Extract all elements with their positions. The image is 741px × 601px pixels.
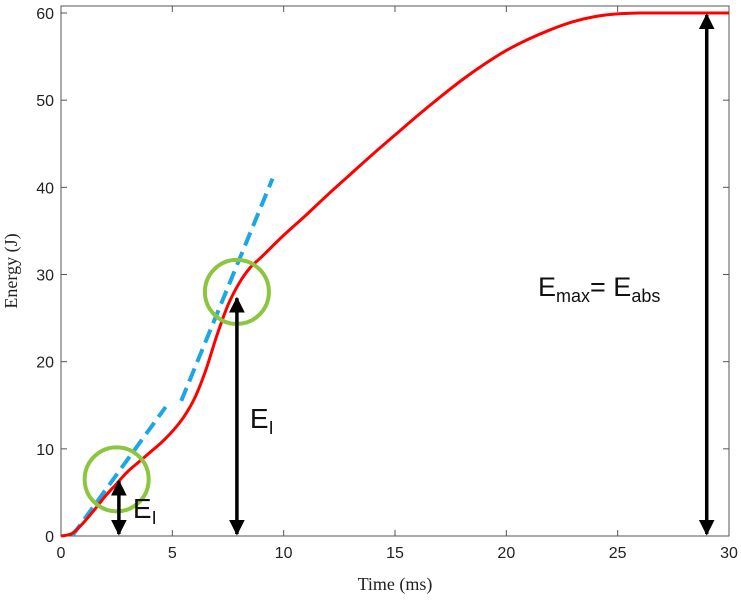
x-axis-label: Time (ms) xyxy=(358,574,433,595)
x-tick-label: 5 xyxy=(168,545,177,562)
x-tick-label: 10 xyxy=(275,545,293,562)
tangent-line xyxy=(70,405,168,538)
tangent-line xyxy=(179,177,275,402)
plot-frame xyxy=(60,5,730,537)
x-tick-label: 0 xyxy=(57,545,66,562)
y-tick-label: 40 xyxy=(36,180,54,197)
arrow-label: EI xyxy=(250,403,274,438)
y-tick-label: 0 xyxy=(45,529,54,546)
y-tick-label: 10 xyxy=(36,442,54,459)
y-tick-label: 30 xyxy=(36,268,54,285)
y-tick-label: 20 xyxy=(36,355,54,372)
axis-ticks xyxy=(60,6,730,537)
x-tick-label: 30 xyxy=(720,545,738,562)
circle-markers xyxy=(82,257,271,514)
arrow-label: EI xyxy=(133,493,157,528)
y-axis-label: Energy (J) xyxy=(1,233,22,308)
x-tick-label: 20 xyxy=(497,545,515,562)
series-lines xyxy=(60,11,729,538)
arrow-label: Emax= Eabs xyxy=(538,272,660,306)
x-tick-label: 15 xyxy=(386,545,404,562)
axis-tick-labels: 0 5 10 15 20 25 30 0 10 20 30 40 50 60 xyxy=(36,6,738,562)
energy-curve xyxy=(60,11,729,538)
x-tick-label: 25 xyxy=(609,545,627,562)
annotation-arrows: EI EI Emax= Eabs xyxy=(111,13,715,536)
y-tick-label: 60 xyxy=(36,6,54,23)
y-tick-label: 50 xyxy=(36,93,54,110)
